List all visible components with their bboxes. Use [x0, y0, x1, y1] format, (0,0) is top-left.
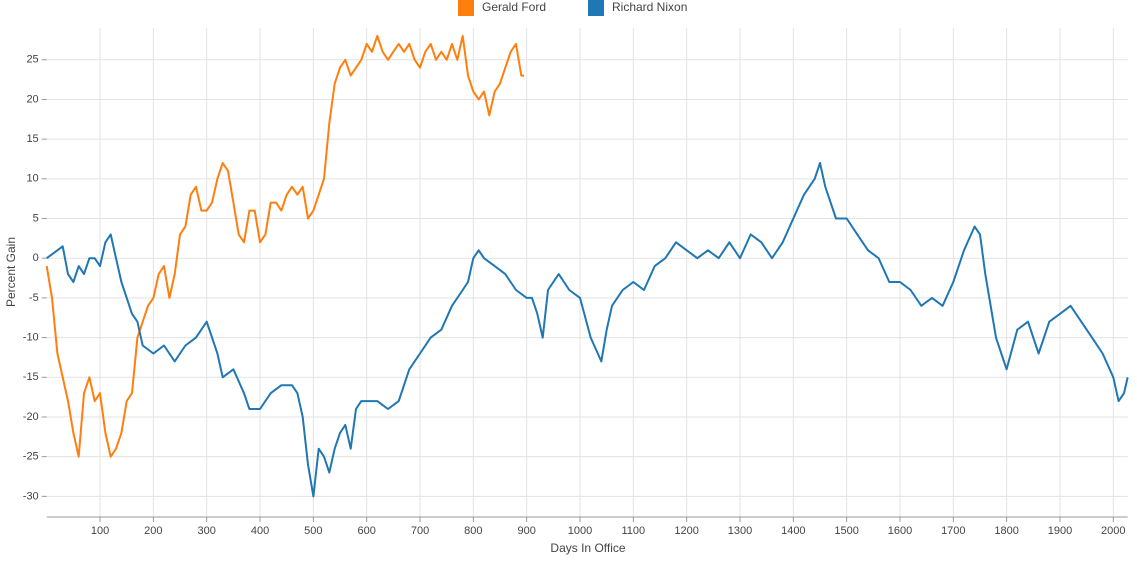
x-tick-label: 900 [517, 525, 535, 537]
y-tick-label: 15 [26, 133, 38, 145]
y-tick-label: 25 [26, 54, 38, 66]
x-tick-label: 200 [144, 525, 162, 537]
x-tick-label: 800 [464, 525, 482, 537]
legend-label: Richard Nixon [612, 0, 687, 14]
x-tick-label: 600 [358, 525, 376, 537]
x-tick-label: 1500 [834, 525, 858, 537]
x-tick-label: 300 [198, 525, 216, 537]
y-tick-label: 20 [26, 93, 38, 105]
y-tick-label: 10 [26, 173, 38, 185]
x-tick-label: 1100 [622, 525, 646, 537]
x-tick-label: 1000 [568, 525, 592, 537]
x-tick-label: 700 [411, 525, 429, 537]
series-line [45, 34, 524, 458]
x-tick-label: 2000 [1101, 525, 1125, 537]
x-axis-label: Days In Office [550, 541, 625, 555]
y-tick-label: -30 [23, 490, 39, 502]
x-tick-label: 100 [91, 525, 109, 537]
x-tick-label: 1200 [674, 525, 698, 537]
y-tick-label: 0 [33, 252, 39, 264]
y-tick-label: 5 [33, 212, 39, 224]
y-tick-label: -5 [29, 292, 39, 304]
x-tick-label: 400 [251, 525, 269, 537]
y-tick-label: -10 [23, 332, 39, 344]
x-tick-label: 1300 [728, 525, 752, 537]
legend-label: Gerald Ford [482, 0, 546, 14]
series-line [46, 162, 1129, 498]
legend-swatch [588, 0, 604, 16]
x-tick-label: 500 [304, 525, 322, 537]
y-tick-label: -20 [23, 411, 39, 423]
legend-swatch [458, 0, 474, 16]
y-tick-label: -25 [23, 451, 39, 463]
x-tick-label: 1800 [994, 525, 1018, 537]
y-tick-label: -15 [23, 371, 39, 383]
y-axis-label: Percent Gain [4, 237, 18, 307]
x-tick-label: 1600 [888, 525, 912, 537]
x-tick-label: 1400 [781, 525, 805, 537]
x-tick-label: 1700 [941, 525, 965, 537]
x-tick-label: 1900 [1048, 525, 1072, 537]
